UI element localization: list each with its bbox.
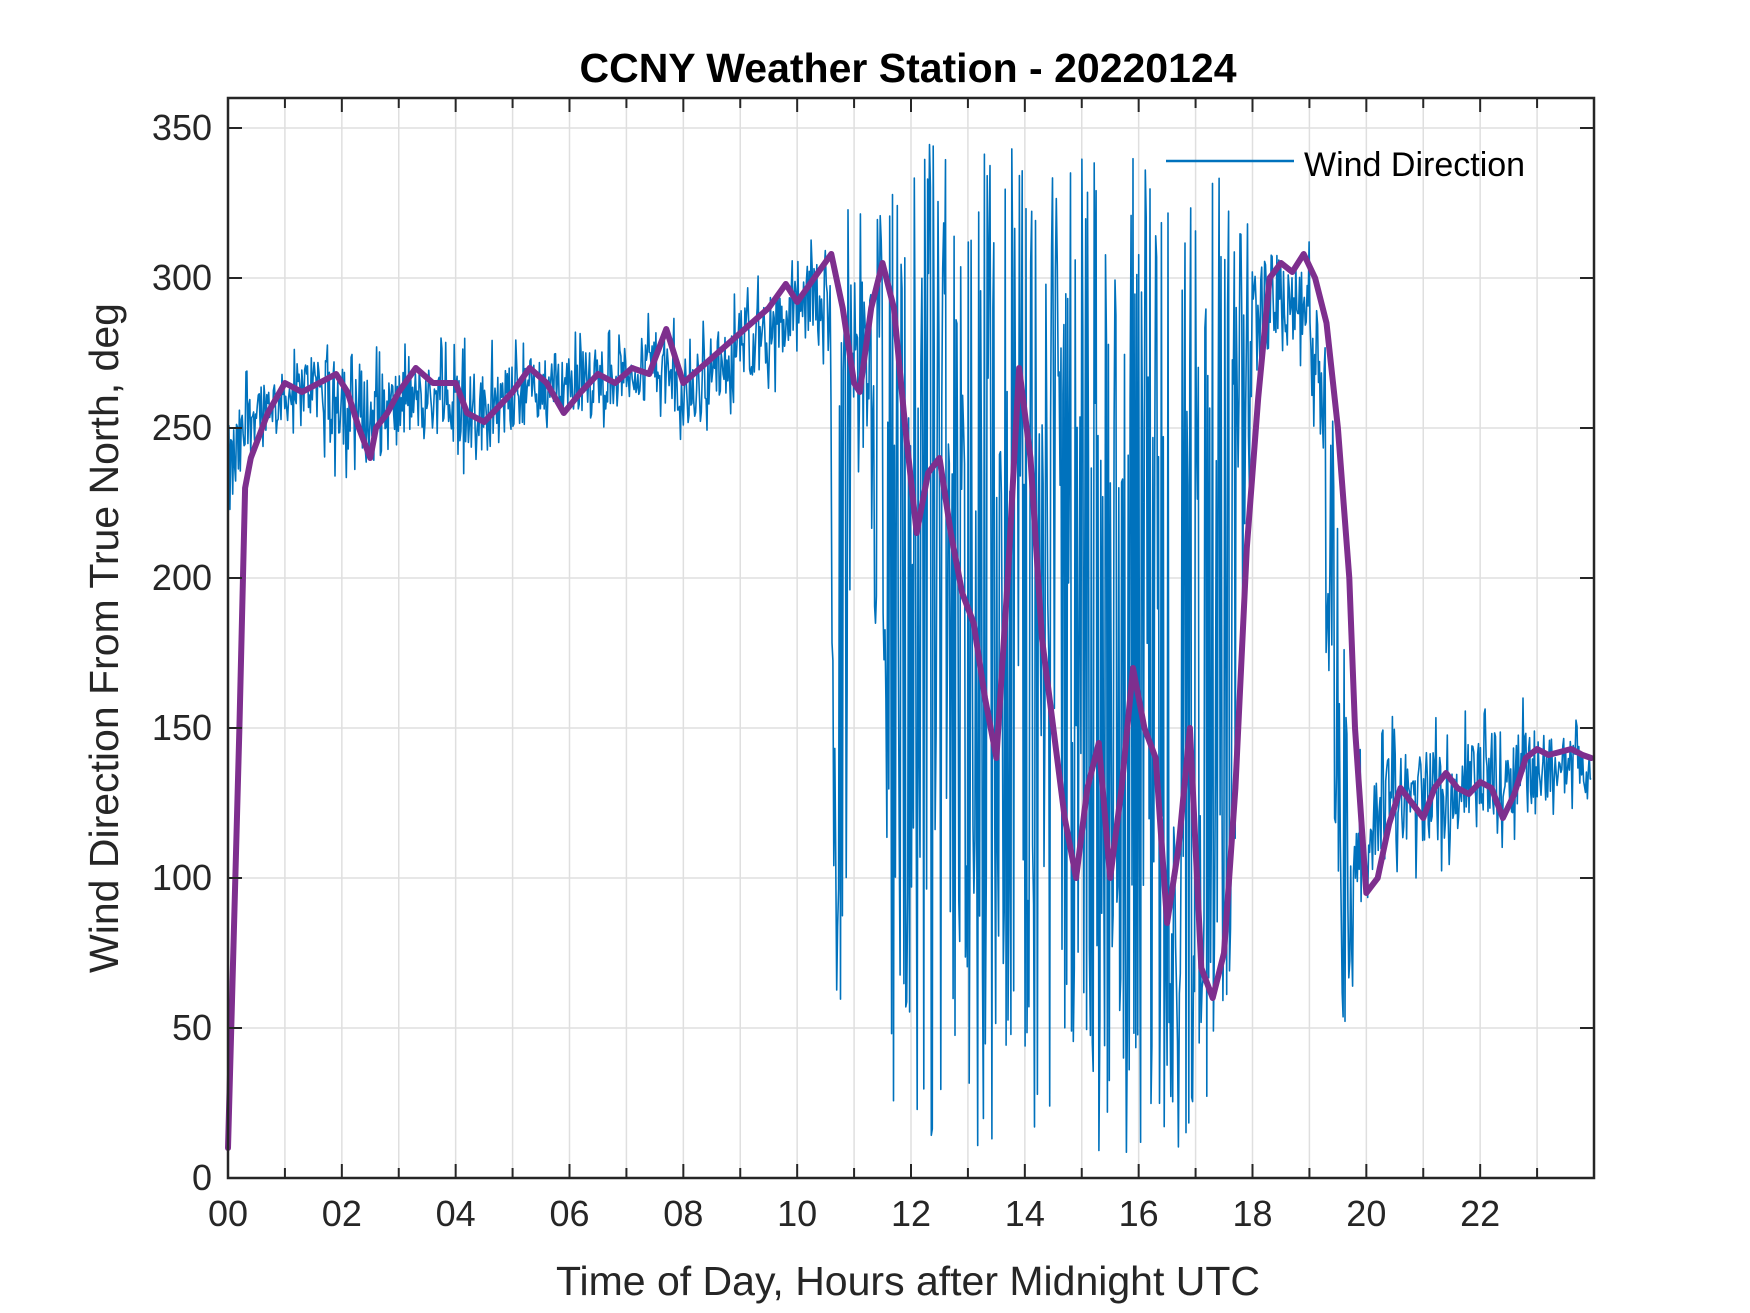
x-tick-label: 04	[436, 1193, 476, 1234]
x-tick-label: 06	[549, 1193, 589, 1234]
smoothed-wind-direction-series	[225, 251, 1595, 1151]
y-tick-label: 50	[172, 1007, 212, 1048]
y-tick-label: 100	[152, 857, 212, 898]
axis-ticks	[228, 98, 1594, 1179]
y-tick-label: 250	[152, 407, 212, 448]
x-tick-label: 00	[208, 1193, 248, 1234]
legend-label: Wind Direction	[1304, 146, 1525, 184]
x-tick-label: 20	[1346, 1193, 1386, 1234]
x-tick-label: 08	[663, 1193, 703, 1234]
y-tick-label: 200	[152, 557, 212, 598]
x-tick-label: 22	[1460, 1193, 1500, 1234]
y-tick-label: 350	[152, 107, 212, 148]
x-axis-label: Time of Day, Hours after Midnight UTC	[556, 1258, 1260, 1304]
y-axis-label: Wind Direction From True North, deg	[81, 303, 127, 973]
y-tick-label: 150	[152, 707, 212, 748]
chart-title: CCNY Weather Station - 20220124	[579, 45, 1236, 91]
legend: Wind Direction	[1166, 146, 1525, 184]
x-tick-label: 14	[1005, 1193, 1045, 1234]
x-tick-label: 02	[322, 1193, 362, 1234]
y-tick-label: 300	[152, 257, 212, 298]
smoothed-wind-direction-line	[225, 251, 1595, 1151]
x-tick-label: 10	[777, 1193, 817, 1234]
y-tick-label: 0	[192, 1157, 212, 1198]
x-tick-label: 12	[891, 1193, 931, 1234]
x-tick-label: 16	[1119, 1193, 1159, 1234]
tick-labels: 00 02 04 06 08 10 12 14 16 18 20 22 0 50 100 150 200 250 3…	[152, 107, 1500, 1234]
x-tick-label: 18	[1232, 1193, 1272, 1234]
